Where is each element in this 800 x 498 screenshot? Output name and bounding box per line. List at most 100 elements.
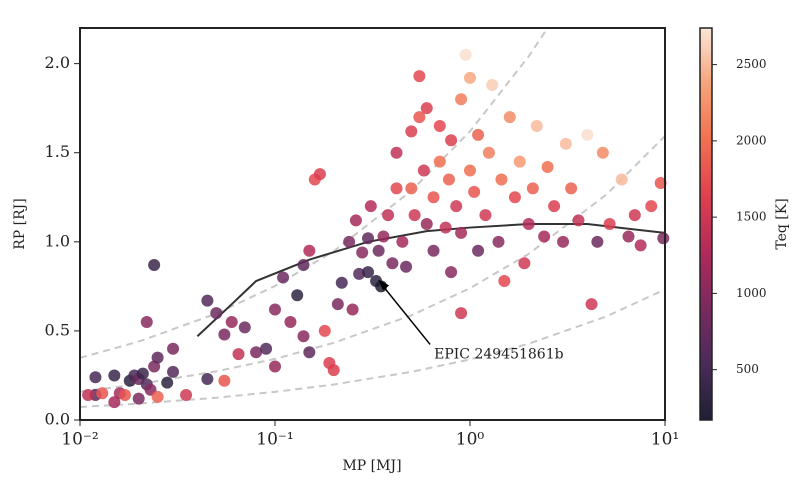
planet-point [377, 230, 390, 243]
planet-point [628, 209, 641, 222]
y-tick-label: 0.0 [45, 410, 70, 429]
colorbar-tick-label: 500 [736, 362, 759, 376]
planet-point [654, 177, 667, 190]
planet-point [427, 191, 440, 204]
planet-point [472, 128, 485, 141]
planet-point [464, 164, 476, 177]
planet-point [269, 360, 281, 373]
planet-point [89, 371, 102, 384]
planet-point [479, 209, 492, 222]
planet-point [201, 373, 214, 386]
planet-point [140, 316, 153, 328]
planet-point [218, 374, 231, 387]
planet-point [420, 102, 433, 115]
planet-point [596, 146, 609, 159]
annotation-arrowhead [378, 279, 390, 291]
planet-point [565, 182, 578, 195]
planet-point [313, 168, 326, 181]
planet-point [464, 71, 476, 84]
planet-point [303, 244, 316, 257]
planet-point [238, 321, 251, 334]
planet-point [492, 235, 505, 248]
planet-point [482, 146, 495, 159]
y-axis-label: RP [RJ] [12, 198, 28, 250]
planet-point [591, 235, 604, 248]
planet-point [439, 221, 452, 234]
planet-point [455, 226, 468, 239]
planet-point [498, 275, 511, 288]
planet-point [167, 342, 180, 355]
planet-point [151, 390, 164, 403]
planet-point [167, 365, 180, 378]
planet-point [291, 289, 304, 302]
planet-point [346, 303, 359, 316]
planet-point [522, 218, 535, 230]
planet-point [151, 351, 164, 364]
planet-point [136, 367, 149, 380]
planet-point [405, 125, 418, 138]
planet-point [343, 235, 356, 248]
planet-point [541, 160, 554, 173]
planet-point [442, 173, 455, 186]
planet-point [390, 146, 403, 159]
planet-point [615, 173, 628, 186]
planet-point [518, 257, 531, 270]
planet-point [581, 128, 594, 141]
planet-point [433, 120, 446, 132]
y-tick-label: 2.0 [45, 53, 70, 72]
colorbar-tick-label: 2500 [736, 57, 767, 71]
planet-point [148, 258, 161, 271]
plot-frame [79, 27, 666, 421]
planet-point [530, 120, 543, 132]
planet-point [413, 70, 426, 83]
annotation-text: EPIC 249451861b [434, 346, 563, 362]
colorbar-tick-label: 1000 [736, 286, 767, 300]
planet-point [455, 93, 468, 106]
planet-point [459, 48, 472, 61]
planet-point [417, 164, 430, 177]
planet-point [408, 209, 421, 222]
planet-point [372, 244, 385, 257]
planet-point [559, 137, 572, 150]
y-tick-label: 1.0 [45, 231, 70, 250]
planet-point [427, 244, 440, 257]
planet-point [353, 267, 366, 280]
planet-point [585, 298, 598, 311]
planet-point [390, 182, 403, 195]
guide-line [79, 135, 666, 393]
planet-point [645, 200, 658, 213]
planet-point [132, 392, 145, 405]
planet-point [118, 389, 131, 402]
planet-point [622, 230, 635, 243]
planet-point [450, 200, 463, 213]
planet-point [508, 191, 521, 204]
planet-point [225, 316, 238, 328]
planet-point [303, 346, 316, 359]
annotation-arrow [379, 281, 431, 345]
planet-point [362, 232, 375, 245]
planet-point [503, 111, 516, 124]
x-axis-label: MP [MJ] [342, 458, 401, 474]
planet-point [400, 260, 413, 273]
y-tick-label: 0.5 [45, 320, 70, 339]
planet-point [108, 369, 121, 382]
planet-point [82, 389, 95, 402]
planet-point [297, 258, 310, 271]
planet-point [364, 200, 377, 213]
planet-point [420, 218, 433, 230]
planet-point [250, 346, 263, 359]
x-tick-label: 10⁻¹ [256, 430, 293, 450]
planet-point [557, 235, 570, 248]
guide-line [79, 288, 666, 408]
planet-point [382, 209, 395, 222]
planet-point [201, 294, 214, 307]
planet-point [468, 185, 481, 198]
x-tick-label: 10⁻² [61, 430, 98, 450]
planet-point [297, 330, 310, 343]
planet-point [277, 271, 290, 284]
planet-point [455, 307, 468, 320]
planet-point [513, 155, 526, 168]
x-tick-label: 10⁰ [456, 430, 485, 450]
planet-point [232, 348, 245, 361]
planet-point [218, 328, 231, 341]
